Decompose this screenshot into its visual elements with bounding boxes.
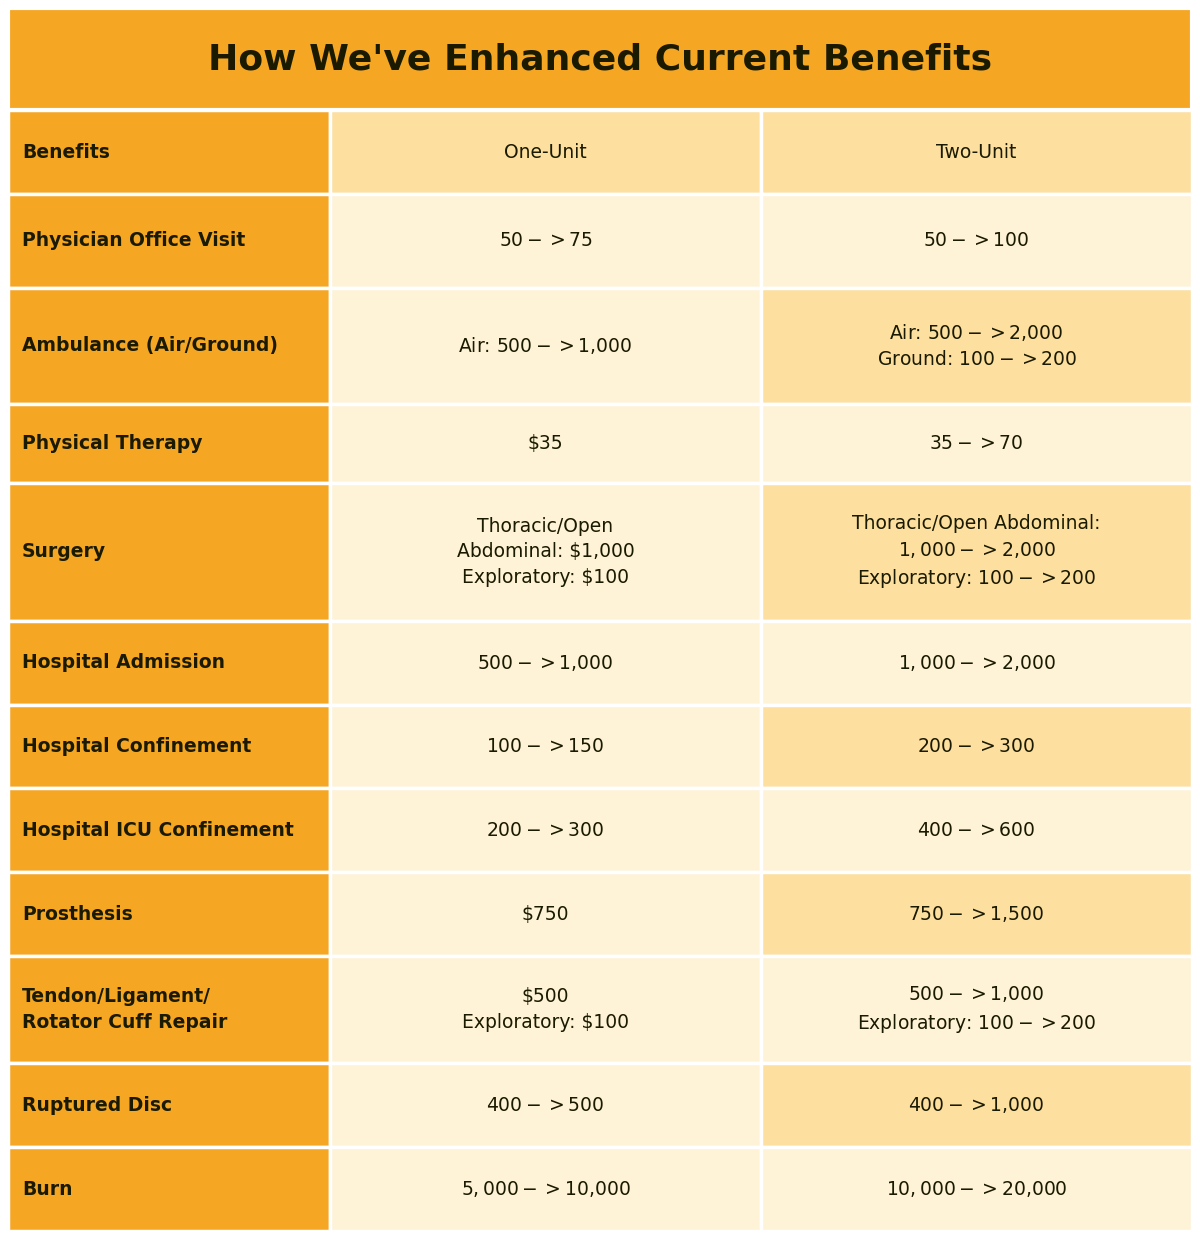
Text: Tendon/Ligament/
Rotator Cuff Repair: Tendon/Ligament/ Rotator Cuff Repair	[22, 987, 227, 1032]
Bar	[761, 1147, 1192, 1232]
Text: Physician Office Visit: Physician Office Visit	[22, 232, 245, 250]
Bar	[761, 483, 1192, 621]
Bar	[8, 788, 330, 872]
Bar	[330, 404, 761, 483]
Text: $400 -> $600: $400 -> $600	[917, 820, 1036, 840]
Bar	[8, 7, 1192, 110]
Text: $500 -> $1,000
Exploratory: $100 -> $200: $500 -> $1,000 Exploratory: $100 -> $200	[857, 984, 1096, 1035]
Bar	[330, 705, 761, 788]
Text: Air: $500 -> $1,000: Air: $500 -> $1,000	[458, 336, 632, 357]
Bar	[761, 788, 1192, 872]
Bar	[330, 872, 761, 957]
Text: Burn: Burn	[22, 1180, 72, 1198]
Bar	[761, 195, 1192, 287]
Bar	[8, 1063, 330, 1147]
Text: $400 -> $1,000: $400 -> $1,000	[908, 1095, 1045, 1115]
Bar	[8, 404, 330, 483]
Text: $100 -> $150: $100 -> $150	[486, 737, 605, 756]
Text: $750: $750	[522, 904, 569, 924]
Text: Thoracic/Open
Abdominal: $1,000
Exploratory: $100: Thoracic/Open Abdominal: $1,000 Explorat…	[457, 517, 635, 587]
Text: Thoracic/Open Abdominal:
$1,000 -> $2,000
Exploratory: $100 -> $200: Thoracic/Open Abdominal: $1,000 -> $2,00…	[852, 513, 1100, 590]
Bar	[8, 705, 330, 788]
Bar	[330, 110, 761, 195]
Text: One-Unit: One-Unit	[504, 142, 587, 162]
Bar	[330, 621, 761, 705]
Text: $500 -> $1,000: $500 -> $1,000	[478, 653, 613, 673]
Text: Air: $500 -> $2,000
Ground: $100 -> $200: Air: $500 -> $2,000 Ground: $100 -> $200	[876, 322, 1076, 369]
Text: $50 -> $75: $50 -> $75	[498, 232, 593, 250]
Bar	[8, 621, 330, 705]
Bar	[8, 110, 330, 195]
Text: How We've Enhanced Current Benefits: How We've Enhanced Current Benefits	[208, 42, 992, 77]
Bar	[761, 404, 1192, 483]
Bar	[761, 872, 1192, 957]
Bar	[8, 872, 330, 957]
Text: Hospital Confinement: Hospital Confinement	[22, 737, 251, 756]
Bar	[761, 957, 1192, 1063]
Text: Benefits: Benefits	[22, 142, 110, 162]
Text: $35: $35	[528, 434, 563, 453]
Text: Surgery: Surgery	[22, 543, 106, 561]
Bar	[8, 1147, 330, 1232]
Bar	[8, 287, 330, 404]
Text: Ruptured Disc: Ruptured Disc	[22, 1095, 172, 1115]
Bar	[330, 483, 761, 621]
Text: Ambulance (Air/Ground): Ambulance (Air/Ground)	[22, 336, 278, 356]
Text: $400 -> $500: $400 -> $500	[486, 1095, 605, 1115]
Bar	[761, 705, 1192, 788]
Bar	[330, 1063, 761, 1147]
Bar	[8, 195, 330, 287]
Text: Prosthesis: Prosthesis	[22, 904, 133, 924]
Text: Hospital Admission: Hospital Admission	[22, 653, 226, 672]
Bar	[761, 110, 1192, 195]
Bar	[761, 621, 1192, 705]
Text: $5,000 -> $10,000: $5,000 -> $10,000	[461, 1180, 630, 1199]
Bar	[330, 195, 761, 287]
Text: $750 -> $1,500: $750 -> $1,500	[908, 904, 1045, 924]
Bar	[8, 957, 330, 1063]
Text: $200 -> $300: $200 -> $300	[486, 820, 605, 840]
Bar	[330, 1147, 761, 1232]
Text: $200 -> $300: $200 -> $300	[917, 737, 1036, 756]
Bar	[330, 957, 761, 1063]
Bar	[8, 483, 330, 621]
Text: Hospital ICU Confinement: Hospital ICU Confinement	[22, 820, 294, 840]
Bar	[761, 1063, 1192, 1147]
Text: $35 -> $70: $35 -> $70	[929, 434, 1024, 453]
Text: $50 -> $100: $50 -> $100	[923, 232, 1030, 250]
Text: Physical Therapy: Physical Therapy	[22, 434, 203, 453]
Bar	[330, 287, 761, 404]
Text: $500
Exploratory: $100: $500 Exploratory: $100	[462, 987, 629, 1032]
Text: $10,000 -> $20,000: $10,000 -> $20,000	[886, 1180, 1067, 1199]
Bar	[330, 788, 761, 872]
Text: $1,000 -> $2,000: $1,000 -> $2,000	[898, 653, 1055, 673]
Text: Two-Unit: Two-Unit	[936, 142, 1016, 162]
Bar	[761, 287, 1192, 404]
